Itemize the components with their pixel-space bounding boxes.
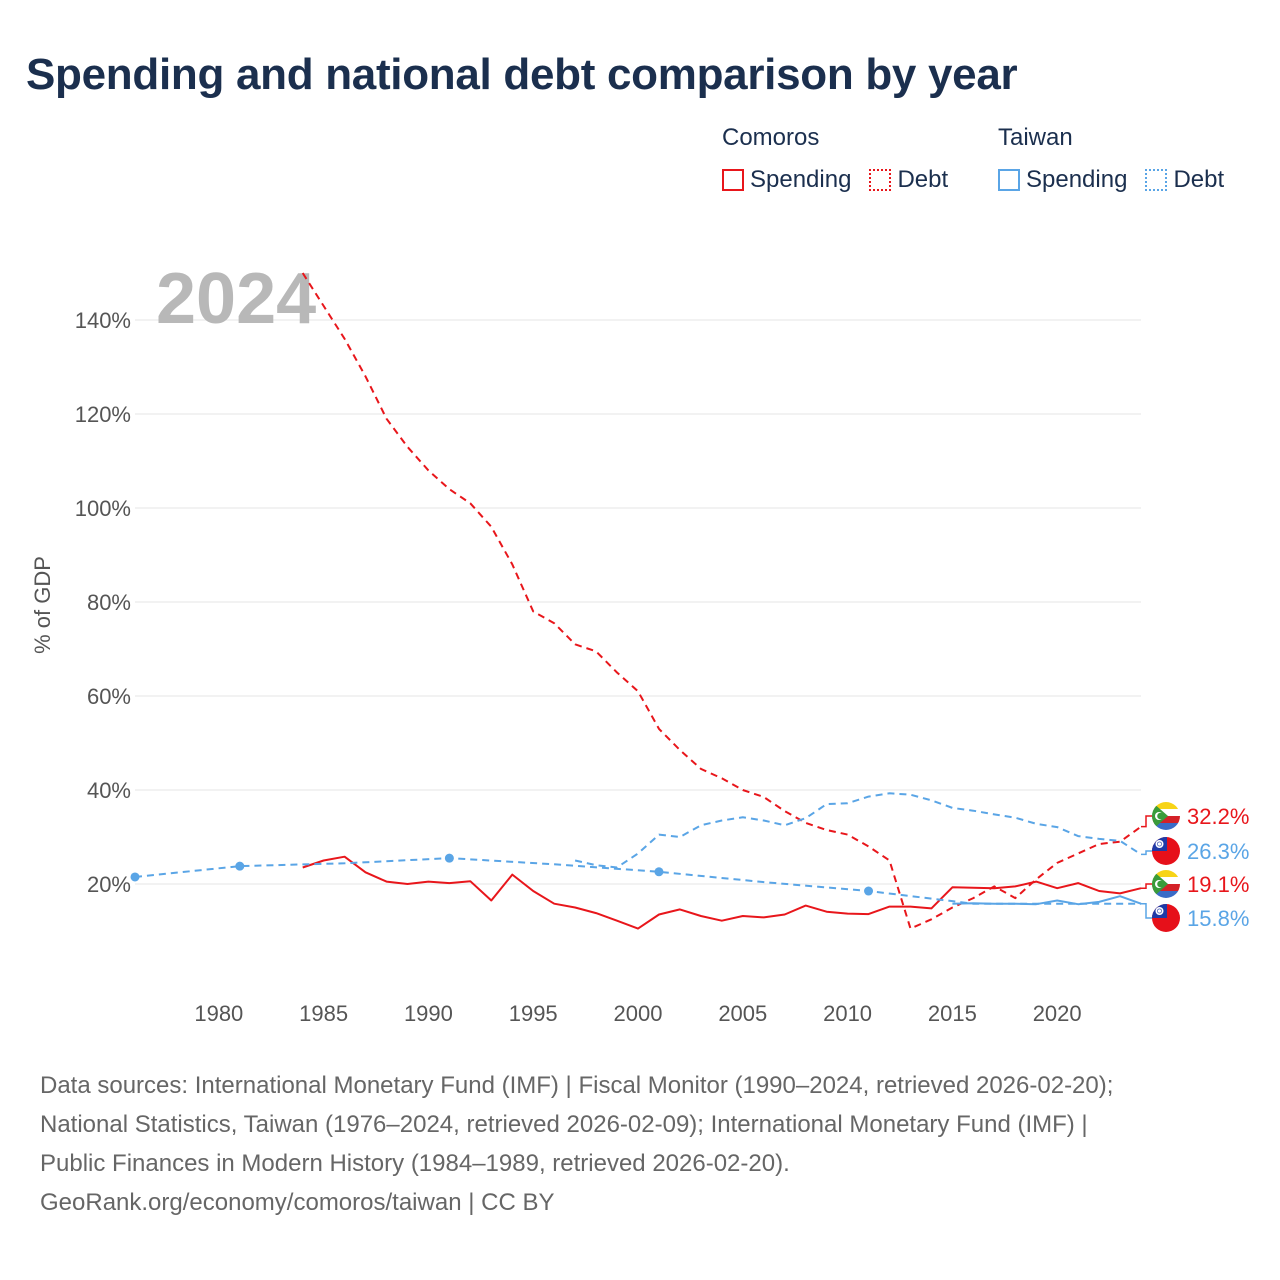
x-tick-label: 2010 <box>823 1001 872 1026</box>
x-tick-label: 1985 <box>299 1001 348 1026</box>
legend-comoros-heading: Comoros <box>722 124 820 151</box>
legend-taiwan-spending[interactable]: Spending <box>998 166 1127 194</box>
legend-taiwan-heading: Taiwan <box>998 124 1073 151</box>
line-chart: 20% 40% 60% 80% 100% 120% 140% 1980 1985 1990 199… <box>30 259 1249 1026</box>
x-tick-label: 1980 <box>194 1001 243 1026</box>
x-tick-label: 1990 <box>404 1001 453 1026</box>
legend-comoros-debt-label: Debt <box>897 166 949 193</box>
source-line-1: Data sources: International Monetary Fun… <box>40 1072 1114 1099</box>
taiwan-flag-icon <box>1152 837 1180 865</box>
series-line[interactable] <box>301 272 1142 930</box>
y-tick-label: 40% <box>87 778 131 803</box>
legend-comoros-debt[interactable]: Debt <box>869 166 948 194</box>
data-point[interactable] <box>130 872 140 882</box>
legend-comoros-spending-label: Spending <box>750 166 852 193</box>
series-line[interactable] <box>574 792 1142 869</box>
y-axis-ticks: 20% 40% 60% 80% 100% 120% 140% <box>75 308 131 897</box>
leader-line <box>1141 815 1153 828</box>
attribution-link[interactable]: GeoRank.org/economy/comoros/taiwan | CC … <box>40 1189 555 1216</box>
dotted-swatch-icon <box>869 169 892 191</box>
end-value-label: 32.2% <box>1187 804 1249 829</box>
data-point[interactable] <box>235 861 245 871</box>
chart-title: Spending and national debt comparison by… <box>26 50 1018 99</box>
y-tick-label: 100% <box>75 496 131 521</box>
end-labels: 32.2% 19.1% 15.8% 26.3% <box>1141 802 1249 932</box>
x-tick-label: 2000 <box>614 1001 663 1026</box>
y-tick-label: 140% <box>75 308 131 333</box>
series-line[interactable] <box>952 895 1142 906</box>
data-point[interactable] <box>864 886 874 896</box>
x-tick-label: 1995 <box>509 1001 558 1026</box>
leader-line <box>1141 883 1153 889</box>
end-value-label: 15.8% <box>1187 906 1249 931</box>
end-value-label: 19.1% <box>1187 872 1249 897</box>
x-tick-label: 2020 <box>1033 1001 1082 1026</box>
comoros-flag-icon <box>1152 870 1180 898</box>
legend-taiwan-debt[interactable]: Debt <box>1145 166 1224 194</box>
dotted-swatch-icon <box>1145 169 1168 191</box>
y-tick-label: 20% <box>87 872 131 897</box>
data-point[interactable] <box>444 853 454 863</box>
y-tick-label: 120% <box>75 402 131 427</box>
source-line-2: National Statistics, Taiwan (1976–2024, … <box>40 1111 1088 1138</box>
y-tick-label: 80% <box>87 590 131 615</box>
series-lines <box>130 272 1142 930</box>
y-axis-label: % of GDP <box>30 556 55 654</box>
solid-swatch-icon <box>998 169 1020 191</box>
legend-taiwan-spending-label: Spending <box>1026 166 1128 193</box>
end-value-label: 26.3% <box>1187 839 1249 864</box>
source-line-3: Public Finances in Modern History (1984–… <box>40 1150 790 1177</box>
legend-comoros: Comoros Spending Debt <box>722 124 966 194</box>
leader-line <box>1141 902 1153 919</box>
leader-line <box>1141 850 1153 856</box>
footer: Data sources: International Monetary Fun… <box>40 1066 1250 1222</box>
legend-comoros-spending[interactable]: Spending <box>722 166 851 194</box>
y-tick-label: 60% <box>87 684 131 709</box>
series-line[interactable] <box>302 855 1142 930</box>
gridlines <box>135 319 1141 885</box>
solid-swatch-icon <box>722 169 744 191</box>
x-axis-ticks: 1980 1985 1990 1995 2000 2005 2010 2015 2020 <box>194 1001 1081 1026</box>
series-line[interactable] <box>134 857 1141 905</box>
legend-taiwan: Taiwan Spending Debt <box>998 124 1242 194</box>
data-point[interactable] <box>654 867 664 877</box>
year-watermark: 2024 <box>156 259 316 339</box>
legend-taiwan-debt-label: Debt <box>1173 166 1225 193</box>
x-tick-label: 2005 <box>718 1001 767 1026</box>
comoros-flag-icon <box>1152 802 1180 830</box>
taiwan-flag-icon <box>1152 904 1180 932</box>
x-tick-label: 2015 <box>928 1001 977 1026</box>
